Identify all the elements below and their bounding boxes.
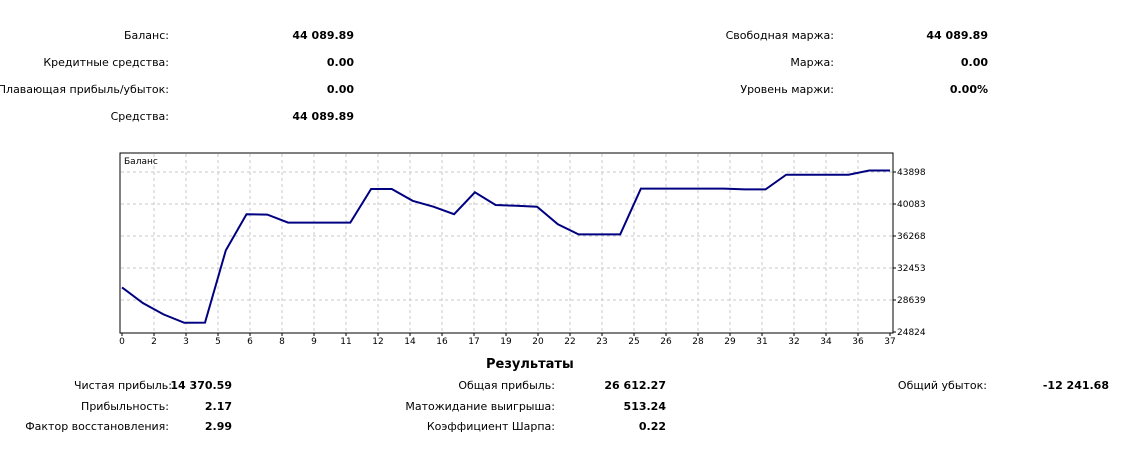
expected-payoff-value: 513.24	[623, 400, 666, 413]
x-tick-label: 31	[756, 337, 767, 347]
balance-line	[121, 169, 890, 324]
x-tick-label: 29	[724, 337, 736, 347]
x-tick-label: 2	[151, 337, 157, 347]
chart-title: Баланс	[124, 157, 158, 167]
y-tick-label: 32453	[897, 264, 926, 274]
x-tick-label: 11	[340, 337, 351, 347]
equity-label: Средства:	[110, 110, 169, 123]
profit-factor-label: Прибыльность:	[81, 400, 169, 413]
floating-pl-label: Плавающая прибыль/убыток:	[0, 83, 169, 96]
x-tick-label: 9	[311, 337, 317, 347]
x-tick-label: 12	[372, 337, 383, 347]
gross-profit-label: Общая прибыль:	[458, 379, 555, 392]
gross-profit-value: 26 612.27	[604, 379, 666, 392]
net-profit-label: Чистая прибыль:	[73, 379, 172, 392]
x-tick-label: 32	[788, 337, 799, 347]
margin-label: Маржа:	[790, 56, 834, 69]
recovery-factor-value: 2.99	[204, 420, 232, 433]
y-tick-label: 24824	[897, 328, 926, 338]
credit-label: Кредитные средства:	[43, 56, 169, 69]
margin-value: 0.00	[960, 56, 988, 69]
margin-level-value: 0.00%	[949, 83, 988, 96]
x-tick-label: 28	[692, 337, 704, 347]
x-tick-label: 0	[119, 337, 125, 347]
x-tick-label: 36	[852, 337, 864, 347]
credit-value: 0.00	[326, 56, 354, 69]
margin-level-label: Уровень маржи:	[740, 83, 834, 96]
sharpe-label: Коэффициент Шарпа:	[426, 420, 555, 433]
x-tick-label: 34	[820, 337, 832, 347]
chart-frame	[119, 152, 894, 334]
chart-grid	[121, 154, 892, 332]
x-tick-label: 17	[468, 337, 479, 347]
free-margin-label: Свободная маржа:	[725, 29, 834, 42]
y-tick-label: 43898	[897, 168, 926, 178]
x-tick-label: 25	[628, 337, 639, 347]
y-tick-label: 36268	[897, 232, 926, 242]
recovery-factor-label: Фактор восстановления:	[25, 420, 169, 433]
x-tick-label: 8	[279, 337, 285, 347]
x-tick-label: 14	[404, 337, 416, 347]
profit-factor-value: 2.17	[204, 400, 232, 413]
x-tick-label: 16	[436, 337, 448, 347]
sharpe-value: 0.22	[638, 420, 666, 433]
x-tick-label: 37	[884, 337, 895, 347]
x-tick-label: 3	[183, 337, 189, 347]
x-tick-label: 6	[247, 337, 253, 347]
x-tick-label: 23	[596, 337, 607, 347]
balance-value: 44 089.89	[292, 29, 354, 42]
x-tick-label: 22	[564, 337, 575, 347]
x-tick-label: 19	[500, 337, 512, 347]
gross-loss-label: Общий убыток:	[897, 379, 987, 392]
x-tick-label: 20	[532, 337, 544, 347]
gross-loss-value: -12 241.68	[1042, 379, 1109, 392]
x-tick-label: 26	[660, 337, 672, 347]
equity-value: 44 089.89	[292, 110, 354, 123]
net-profit-value: 14 370.59	[170, 379, 232, 392]
y-tick-label: 40083	[897, 200, 926, 210]
free-margin-value: 44 089.89	[926, 29, 988, 42]
results-title: Результаты	[486, 357, 574, 372]
y-tick-label: 28639	[897, 296, 926, 306]
y-axis: 43898 40083 36268 32453 28639 24824	[893, 168, 926, 338]
floating-pl-value: 0.00	[326, 83, 354, 96]
balance-label: Баланс:	[123, 29, 169, 42]
x-tick-label: 5	[215, 337, 221, 347]
x-axis: 0 2 3 5 6 8 9 11 12 14 16 17 19 20 22 23 25 26 28 29 31 32 34 3…	[119, 333, 896, 347]
expected-payoff-label: Матожидание выигрыша:	[405, 400, 555, 413]
